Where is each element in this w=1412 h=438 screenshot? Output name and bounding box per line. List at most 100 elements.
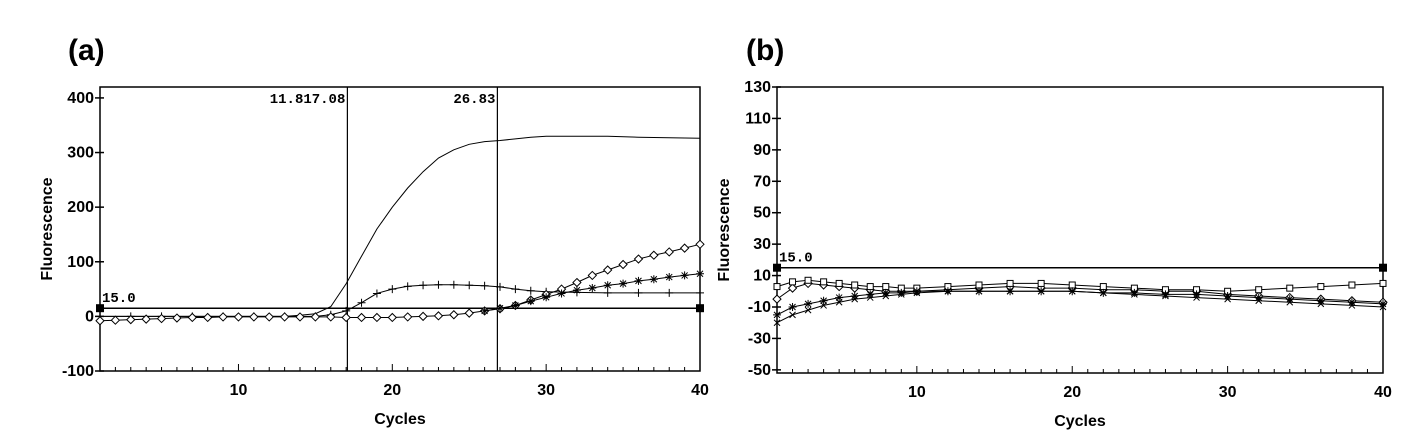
panel-b-point — [897, 291, 905, 298]
panel-b-point — [819, 296, 828, 305]
panel-b-point — [1379, 303, 1387, 311]
panel-a-point — [587, 270, 598, 281]
panel-a-y-axis-title: Fluorescence — [39, 177, 56, 280]
panel-b-point — [1255, 286, 1263, 294]
panel-b-point — [835, 298, 843, 306]
panel-b-point — [1224, 295, 1231, 303]
panel-a-point — [218, 312, 228, 322]
panel-a-point — [156, 313, 167, 324]
panel-a-y-tick-label: 100 — [67, 254, 94, 271]
panel-b-point — [804, 299, 813, 308]
panel-b-point — [787, 283, 798, 293]
panel-a-point — [619, 279, 628, 288]
panel-a-point — [603, 281, 612, 290]
panel-b-point — [773, 283, 781, 291]
panel-a-x-tick-label: 40 — [691, 382, 709, 399]
panel-b-point — [1131, 291, 1138, 298]
panel-b-point — [1006, 287, 1014, 295]
panel-a-point — [680, 271, 689, 280]
panel-b-x-tick-label: 30 — [1219, 384, 1237, 401]
panel-a-point — [388, 285, 397, 294]
panel-b-point — [944, 287, 952, 295]
panel-a-threshold-handle-right — [696, 304, 704, 313]
panel-b-y-axis-title: Fluorescence — [716, 178, 733, 281]
panel-b-point — [820, 278, 828, 286]
panel-a-point — [418, 311, 428, 322]
panel-b-point — [975, 287, 983, 295]
panel-a-ct-label: 26.83 — [453, 92, 495, 108]
panel-b-x-tick-label: 20 — [1063, 384, 1081, 401]
panel-a-point — [310, 312, 321, 322]
panel-a-point — [449, 280, 458, 289]
panel-b-point — [1068, 281, 1076, 289]
panel-a-series-line — [100, 284, 700, 317]
panel-a-point — [496, 282, 504, 291]
panel-a-point — [695, 239, 705, 249]
panel-a-point — [295, 312, 305, 322]
panel-b-point — [1347, 298, 1356, 307]
panel-b-point — [1193, 294, 1200, 301]
panel-b-point — [1161, 290, 1170, 299]
panel-b-y-tick-label: 10 — [753, 268, 771, 285]
panel-b-y-tick-label: 50 — [753, 205, 771, 222]
panel-b-point — [1348, 302, 1356, 309]
panel-a-point — [603, 288, 612, 297]
panel-a-threshold-label: 15.0 — [102, 291, 136, 307]
panel-a-point — [526, 286, 535, 295]
panel-a-point — [141, 314, 151, 324]
panel-a-point — [634, 288, 643, 297]
panel-b-point — [1317, 300, 1325, 308]
panel-a-point — [511, 301, 520, 310]
panel-b-point — [1037, 287, 1045, 295]
panel-a-point — [279, 312, 290, 322]
panel-b-point — [913, 289, 921, 297]
panel-b-x-tick-label: 40 — [1374, 384, 1392, 401]
panel-b-point — [912, 287, 921, 296]
panel-a-point — [496, 304, 504, 313]
panel-a-point — [249, 312, 259, 322]
panel-a-label: (a) — [68, 34, 105, 67]
panel-b-point — [773, 319, 781, 327]
panel-b-point — [850, 292, 859, 300]
panel-a-point — [526, 297, 535, 306]
panel-b-point — [1068, 287, 1076, 295]
panel-a-point — [356, 312, 367, 323]
panel-a-point — [480, 281, 489, 290]
panel-b-point — [1192, 290, 1201, 299]
panel-b-point — [882, 292, 890, 300]
panel-b-point — [773, 310, 781, 319]
panel-b-point — [1254, 293, 1263, 302]
panel-b-y-tick-label: 110 — [745, 110, 771, 127]
panel-a-point — [403, 282, 412, 291]
panel-a-point — [264, 312, 274, 322]
panel-a-point — [233, 312, 244, 322]
panel-b-point — [866, 290, 875, 299]
panel-b-point — [1006, 279, 1014, 287]
panel-a-point — [588, 283, 597, 292]
panel-b-point — [772, 294, 782, 304]
panel-a-point — [95, 316, 105, 326]
panel-b-threshold-label: 15.0 — [779, 251, 813, 267]
panel-b-point — [1162, 292, 1169, 300]
panel-b-point — [851, 281, 859, 289]
panel-a-point — [434, 280, 443, 289]
panel-a-point — [679, 243, 690, 253]
panel-a-point — [634, 276, 643, 285]
panel-b-point — [1317, 283, 1325, 291]
panel-a-series-line — [100, 135, 701, 317]
panel-a-point — [172, 313, 182, 323]
panel-b-point — [897, 288, 906, 297]
panel-b-point — [820, 302, 827, 309]
panel-a-point — [449, 310, 459, 320]
panel-b-y-tick-label: -10 — [748, 299, 771, 316]
panel-b-point — [1130, 288, 1139, 297]
panel-a-point — [664, 247, 674, 257]
panel-b-y-tick-label: -50 — [748, 362, 771, 379]
panel-b-point — [866, 283, 874, 291]
panel-b-point — [866, 294, 874, 301]
panel-a-point — [542, 293, 551, 302]
panel-a-ct-label: 11.817.08 — [270, 92, 346, 108]
panel-a-point — [110, 315, 121, 325]
panel-b-point — [804, 276, 812, 284]
